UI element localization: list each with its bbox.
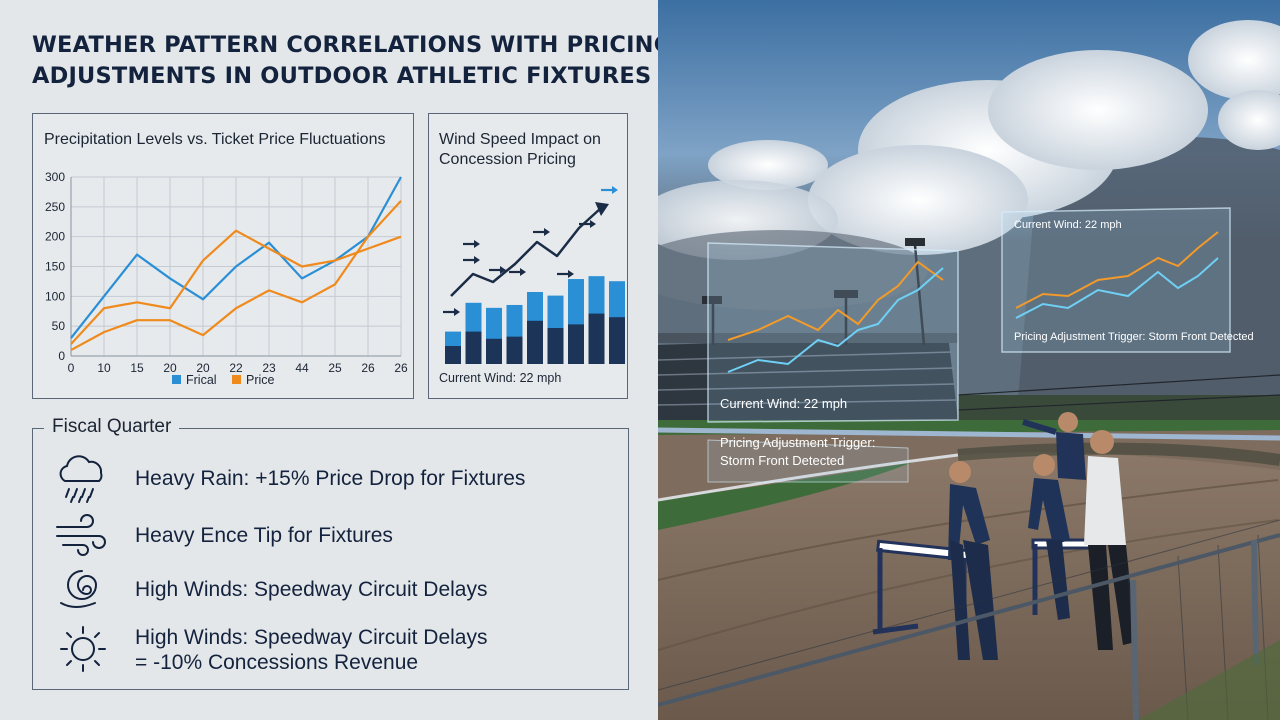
- holo-left-trigger-line1: Pricing Adjustment Trigger:: [720, 435, 875, 450]
- bar-dark: [445, 346, 461, 364]
- x-tick-label: 25: [328, 361, 342, 375]
- x-tick-label: 22: [229, 361, 243, 375]
- arrow-head: [500, 266, 506, 274]
- series-line-1: [70, 176, 402, 339]
- wind-chart: [443, 186, 625, 364]
- holo-left-trigger-line2: Storm Front Detected: [720, 453, 844, 468]
- fiscal-item: Heavy Ence Tip for Fixtures: [33, 511, 629, 561]
- arrow-head: [590, 220, 596, 228]
- arrow-head: [612, 186, 618, 194]
- y-tick-label: 300: [45, 170, 65, 184]
- bar-dark: [506, 336, 523, 364]
- x-tick-label: 10: [97, 361, 111, 375]
- precipitation-chart-title: Precipitation Levels vs. Ticket Price Fl…: [44, 131, 386, 148]
- series-line-2: [70, 229, 402, 345]
- fiscal-item: Heavy Rain: +15% Price Drop for Fixtures: [33, 451, 629, 507]
- legend-swatch-price: [232, 375, 241, 384]
- x-tick-label: 26: [361, 361, 375, 375]
- bar-dark: [465, 331, 482, 364]
- arrow-head: [568, 270, 574, 278]
- wind-chart-footer: Current Wind: 22 mph: [439, 371, 562, 385]
- bar-dark: [568, 324, 584, 364]
- spiral-wind-icon: [60, 570, 98, 608]
- bar-dark: [547, 328, 564, 364]
- holo-right-label: Current Wind: 22 mph: [1014, 219, 1122, 231]
- sun-icon: [60, 626, 106, 672]
- infographic-panel: WEATHER PATTERN CORRELATIONS WITH PRICIN…: [32, 32, 937, 690]
- x-tick-label: 26: [394, 361, 408, 375]
- precipitation-chart-card: Precipitation Levels vs. Ticket Price Fl…: [32, 113, 414, 399]
- trend-line: [450, 207, 602, 297]
- arrow-head: [544, 228, 550, 236]
- x-tick-label: 20: [196, 361, 210, 375]
- fiscal-item-text: Heavy Ence Tip for Fixtures: [135, 524, 393, 547]
- wind-chart-title-line1: Wind Speed Impact on: [439, 131, 601, 148]
- speedway-scene: Current Wind: 22 mph Pricing Adjustment …: [658, 0, 1280, 720]
- rain-cloud-icon: [59, 455, 103, 503]
- fiscal-item: High Winds: Speedway Circuit Delays = -1…: [33, 621, 629, 681]
- series-line-3: [70, 200, 402, 352]
- holo-panel-left: Current Wind: 22 mph Pricing Adjustment …: [707, 242, 959, 483]
- precipitation-chart: 0 10 15 20 20 22 23 44 25 26 26 0 50 100 150 200 250 300 F…: [45, 170, 408, 387]
- legend-label-price: Price: [246, 373, 275, 387]
- fiscal-item-text: Heavy Rain: +15% Price Drop for Fixtures: [135, 467, 526, 490]
- y-tick-label: 250: [45, 200, 65, 214]
- y-tick-label: 50: [52, 319, 66, 333]
- trend-arrowhead: [595, 202, 609, 216]
- arrow-head: [520, 268, 526, 276]
- bar-dark: [486, 338, 502, 364]
- y-tick-label: 0: [58, 349, 65, 363]
- bar-dark: [609, 317, 625, 364]
- holo-left-label: Current Wind: 22 mph: [720, 396, 847, 411]
- coaches-group: [948, 412, 1136, 660]
- x-tick-label: 23: [262, 361, 276, 375]
- fiscal-quarter-legend: Fiscal Quarter: [44, 416, 180, 438]
- fiscal-item-text: High Winds: Speedway Circuit Delays: [135, 578, 488, 601]
- arrow-head: [454, 308, 460, 316]
- arrow-head: [474, 240, 480, 248]
- fiscal-item-text-line2: = -10% Concessions Revenue: [135, 651, 419, 674]
- bar-dark: [527, 320, 543, 364]
- x-tick-label: 0: [68, 361, 75, 375]
- x-tick-label: 20: [163, 361, 177, 375]
- bar-dark: [588, 313, 605, 364]
- fiscal-quarter-box: Heavy Rain: +15% Price Drop for Fixtures…: [32, 428, 629, 690]
- wind-icon: [56, 514, 106, 556]
- holo-right-trigger: Pricing Adjustment Trigger: Storm Front …: [1014, 331, 1254, 343]
- fiscal-item-text: High Winds: Speedway Circuit Delays: [135, 626, 488, 649]
- fiscal-item: High Winds: Speedway Circuit Delays: [33, 565, 629, 615]
- holo-panel-right: Current Wind: 22 mph Pricing Adjustment …: [1001, 207, 1254, 353]
- y-tick-label: 100: [45, 289, 65, 303]
- arrow-head: [474, 256, 480, 264]
- wind-chart-title-line2: Concession Pricing: [439, 151, 576, 168]
- x-tick-label: 15: [130, 361, 144, 375]
- y-tick-label: 150: [45, 260, 65, 274]
- speedway-photo: Current Wind: 22 mph Pricing Adjustment …: [658, 0, 1280, 720]
- legend-swatch-frical: [172, 375, 181, 384]
- y-tick-label: 200: [45, 230, 65, 244]
- legend-label-frical: Frical: [186, 373, 217, 387]
- wind-chart-card: Wind Speed Impact on Concession Pricing …: [428, 113, 628, 399]
- x-tick-label: 44: [295, 361, 309, 375]
